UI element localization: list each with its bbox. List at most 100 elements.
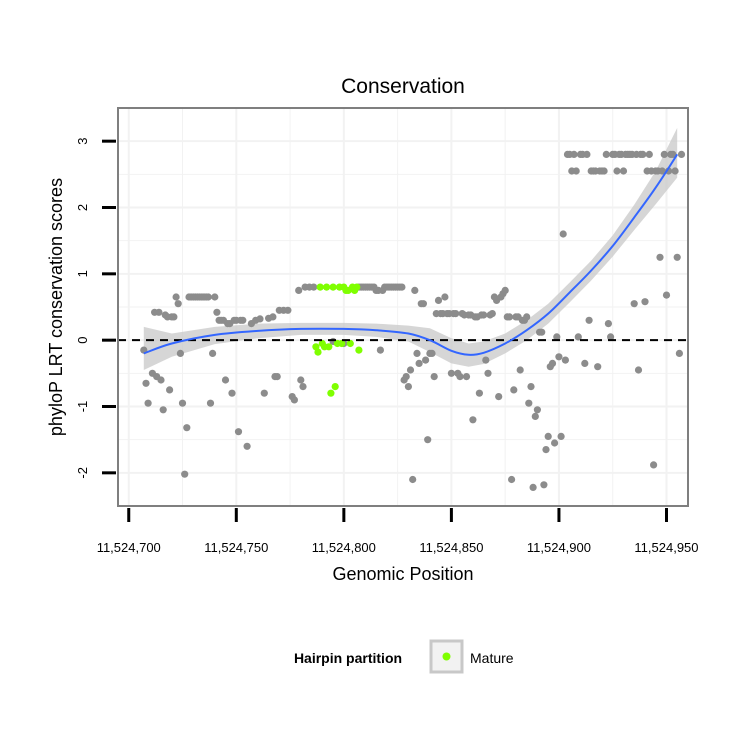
y-tick-label: 3	[75, 138, 90, 145]
data-point	[155, 308, 163, 316]
data-point	[157, 376, 165, 384]
x-tick-label: 11,524,800	[312, 540, 376, 555]
smooth-fit-line	[143, 153, 679, 356]
data-point	[630, 300, 638, 308]
data-point	[273, 373, 281, 381]
x-tick-label: 11,524,950	[634, 540, 698, 555]
data-point	[404, 383, 412, 391]
x-tick-label: 11,524,750	[204, 540, 268, 555]
data-point	[572, 167, 580, 175]
data-point	[641, 298, 649, 306]
data-point	[144, 399, 152, 407]
data-point	[430, 373, 438, 381]
data-point	[533, 406, 542, 414]
y-tick-label: 2	[75, 204, 90, 211]
data-point	[176, 349, 184, 357]
data-point	[677, 150, 686, 158]
data-point	[376, 346, 384, 354]
y-tick-label: -2	[75, 467, 90, 479]
data-point	[585, 316, 593, 324]
data-point	[452, 310, 460, 318]
confidence-band-layer	[143, 127, 678, 371]
data-point	[634, 366, 643, 374]
data-point	[516, 366, 524, 374]
data-point	[142, 379, 150, 387]
y-axis-label: phyloP LRT conservation scores	[46, 178, 66, 436]
data-point	[529, 483, 537, 491]
mature-point	[329, 283, 337, 291]
data-point	[673, 253, 681, 261]
data-point	[555, 353, 563, 361]
data-point	[402, 373, 410, 381]
data-point	[583, 150, 591, 158]
series-mature	[312, 283, 363, 397]
data-point	[181, 470, 189, 478]
data-point	[178, 399, 187, 407]
mature-point	[327, 389, 335, 397]
legend-label-mature: Mature	[470, 650, 514, 666]
data-point	[538, 328, 546, 336]
data-point	[650, 461, 658, 469]
data-point	[166, 386, 174, 394]
data-point	[260, 389, 268, 397]
data-point	[434, 296, 443, 304]
mature-point	[316, 283, 324, 291]
data-point	[602, 150, 610, 158]
data-point	[256, 315, 264, 323]
data-point	[415, 359, 423, 367]
data-point	[174, 300, 182, 308]
data-point	[505, 313, 514, 321]
data-point	[548, 359, 557, 367]
data-point	[540, 481, 548, 489]
data-point	[525, 399, 533, 407]
data-point	[228, 389, 236, 397]
data-point	[581, 359, 589, 367]
data-point	[213, 308, 221, 316]
data-point	[204, 293, 212, 301]
y-axis: -2 -1 0 1 2 3	[75, 138, 116, 479]
mature-point	[323, 283, 331, 291]
data-point	[508, 475, 516, 484]
data-point	[484, 369, 492, 377]
data-point	[297, 376, 305, 384]
legend-title: Hairpin partition	[294, 650, 402, 666]
data-point	[523, 313, 531, 321]
data-point	[284, 306, 292, 314]
smooth-line-layer	[118, 153, 688, 356]
data-point	[660, 150, 668, 158]
data-point	[290, 396, 298, 404]
data-point	[221, 376, 230, 384]
y-tick-label: 0	[75, 337, 90, 344]
x-tick-label: 11,524,850	[419, 540, 483, 555]
data-point	[406, 366, 415, 374]
data-point	[600, 167, 608, 175]
mature-point	[338, 339, 346, 348]
mature-point	[331, 383, 339, 391]
data-point	[428, 349, 436, 357]
mature-point	[353, 283, 361, 291]
data-point	[480, 311, 488, 319]
data-point	[422, 356, 430, 364]
x-tick-label: 11,524,700	[97, 540, 161, 555]
mature-point	[314, 348, 322, 356]
x-axis-label: Genomic Position	[332, 564, 473, 584]
mature-point	[355, 346, 363, 354]
data-point	[561, 356, 570, 364]
data-point	[645, 150, 653, 158]
points-layer	[140, 150, 686, 491]
data-point	[544, 432, 552, 440]
data-point	[671, 167, 679, 175]
data-point	[604, 320, 613, 328]
chart-title: Conservation	[341, 75, 465, 98]
legend-swatch-mature	[442, 652, 451, 661]
data-point	[553, 333, 561, 341]
data-point	[639, 150, 647, 158]
data-point	[419, 300, 427, 308]
data-point	[409, 475, 417, 484]
data-point	[295, 286, 303, 294]
data-point	[607, 333, 615, 341]
data-point	[488, 310, 496, 318]
mature-point	[346, 339, 354, 348]
data-point	[501, 286, 509, 294]
